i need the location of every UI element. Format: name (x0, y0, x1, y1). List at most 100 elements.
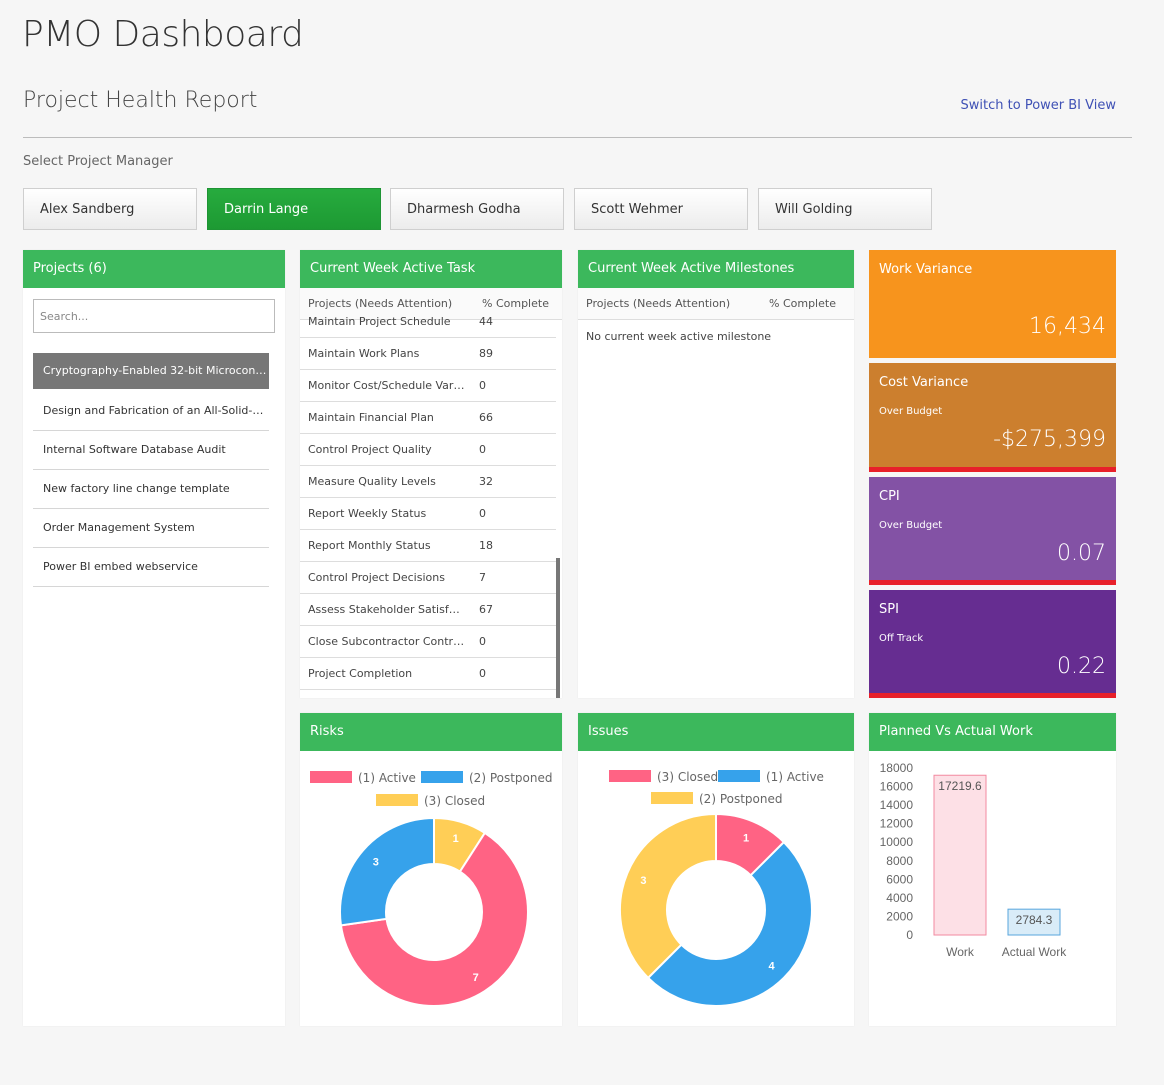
project-item[interactable]: Cryptography-Enabled 32-bit Microcontrol… (33, 353, 269, 389)
y-tick-label: 12000 (880, 817, 914, 831)
page-title: PMO Dashboard (22, 14, 304, 55)
y-tick-label: 18000 (880, 761, 914, 775)
cost-variance-status: Over Budget (879, 406, 943, 417)
donut-slice[interactable] (339, 816, 435, 927)
legend-label: (2) Postponed (699, 792, 783, 806)
legend-label: (2) Postponed (469, 771, 553, 785)
table-row[interactable]: Maintain Work Plans 89 (300, 338, 556, 370)
column-header-name: Projects (Needs Attention) (586, 297, 731, 310)
work-variance-title: Work Variance (879, 262, 973, 277)
legend-swatch (609, 770, 651, 782)
pm-button-will-golding[interactable]: Will Golding (758, 188, 932, 230)
project-item[interactable]: Design and Fabrication of an All-Solid-S… (33, 392, 269, 431)
slice-data-label: 1 (453, 833, 459, 845)
projects-panel-title: Projects (6) (23, 250, 285, 288)
table-row[interactable]: Measure Quality Levels 32 (300, 466, 556, 498)
x-tick-label: Actual Work (1002, 945, 1067, 959)
task-name: Maintain Financial Plan (308, 411, 434, 424)
cpi-status: Over Budget (879, 520, 943, 531)
pm-button-dharmesh-godha[interactable]: Dharmesh Godha (390, 188, 564, 230)
milestones-panel: Current Week Active Milestones Projects … (578, 250, 854, 698)
task-name: Report Monthly Status (308, 539, 431, 552)
milestones-header: Projects (Needs Attention) % Complete (578, 288, 854, 320)
legend-item[interactable]: (1) Active (310, 771, 416, 785)
task-percent-complete: 89 (479, 347, 493, 360)
project-list: Cryptography-Enabled 32-bit Microcontrol… (33, 353, 269, 587)
task-percent-complete: 0 (479, 379, 486, 392)
y-tick-label: 4000 (886, 891, 913, 905)
spi-value: 0.22 (1057, 654, 1106, 679)
legend-swatch (310, 771, 352, 783)
bar[interactable] (933, 774, 987, 936)
table-row[interactable]: Maintain Project Schedule 44 (300, 314, 556, 338)
table-row[interactable]: Report Monthly Status 18 (300, 530, 556, 562)
pm-button-darrin-lange[interactable]: Darrin Lange (207, 188, 381, 230)
table-row[interactable]: Monitor Cost/Schedule Variances 0 (300, 370, 556, 402)
switch-powerbi-link[interactable]: Switch to Power BI View (960, 98, 1116, 113)
donut-slice[interactable] (646, 840, 813, 1007)
project-item[interactable]: Internal Software Database Audit (33, 431, 269, 470)
project-item[interactable]: New factory line change template (33, 470, 269, 509)
slice-data-label: 3 (640, 875, 646, 887)
task-name: Maintain Work Plans (308, 347, 420, 360)
work-variance-tile: Work Variance 16,434 (869, 250, 1116, 358)
legend-label: (1) Active (358, 771, 416, 785)
task-name: Maintain Project Schedule (308, 315, 451, 328)
project-manager-label: Select Project Manager (23, 154, 173, 169)
table-row[interactable]: Control Project Decisions 7 (300, 562, 556, 594)
legend-item[interactable]: (2) Postponed (421, 771, 552, 785)
planned-vs-actual-title: Planned Vs Actual Work (869, 713, 1116, 751)
spi-title: SPI (879, 602, 899, 617)
column-header-percent: % Complete (482, 297, 549, 310)
cost-variance-title: Cost Variance (879, 375, 969, 390)
active-tasks-scrollbar[interactable] (556, 558, 560, 698)
column-header-name: Projects (Needs Attention) (308, 297, 453, 310)
report-title: Project Health Report (23, 88, 258, 113)
task-name: Control Project Quality (308, 443, 432, 456)
table-row[interactable]: Close Subcontractor Contract 0 (300, 626, 556, 658)
active-tasks-header: Projects (Needs Attention) % Complete (300, 288, 562, 320)
project-search-input[interactable] (33, 299, 275, 333)
bar-data-label: 17219.6 (938, 779, 982, 793)
legend-item[interactable]: (3) Closed (376, 794, 485, 808)
task-percent-complete: 32 (479, 475, 493, 488)
task-name: Control Project Decisions (308, 571, 445, 584)
legend-swatch (376, 794, 418, 806)
active-tasks-panel: Current Week Active Task Projects (Needs… (300, 250, 562, 698)
table-row[interactable]: Report Weekly Status 0 (300, 498, 556, 530)
pm-button-alex-sandberg[interactable]: Alex Sandberg (23, 188, 197, 230)
cost-variance-value: -$275,399 (993, 427, 1106, 452)
y-tick-label: 2000 (886, 909, 913, 923)
table-row[interactable]: Assess Stakeholder Satisfaction 67 (300, 594, 556, 626)
slice-data-label: 3 (373, 857, 379, 869)
legend-item[interactable]: (3) Closed (609, 770, 718, 784)
donut-slice[interactable] (339, 831, 529, 1007)
cpi-title: CPI (879, 489, 900, 504)
active-tasks-body[interactable]: Maintain Project Schedule 44 Maintain Work… (300, 314, 562, 698)
table-row[interactable]: Control Project Quality 0 (300, 434, 556, 466)
bar[interactable] (1007, 908, 1061, 936)
milestones-empty-message: No current week active milestone (586, 330, 772, 343)
table-row[interactable]: Project Completion 0 (300, 658, 556, 690)
bar-data-label: 2784.3 (1016, 913, 1053, 927)
y-tick-label: 14000 (880, 798, 914, 812)
task-percent-complete: 44 (479, 315, 493, 328)
header-divider (23, 137, 1132, 138)
x-tick-label: Work (946, 945, 975, 959)
legend-item[interactable]: (1) Active (718, 770, 824, 784)
cpi-value: 0.07 (1057, 541, 1106, 566)
legend-swatch (718, 770, 760, 782)
task-percent-complete: 0 (479, 667, 486, 680)
table-row[interactable]: Maintain Financial Plan 66 (300, 402, 556, 434)
issues-panel: Issues (3) Closed (1) Active (2) Postponed… (578, 713, 854, 1026)
donut-slice[interactable] (619, 812, 717, 980)
task-name: Measure Quality Levels (308, 475, 436, 488)
pm-button-scott-wehmer[interactable]: Scott Wehmer (574, 188, 748, 230)
task-percent-complete: 7 (479, 571, 486, 584)
legend-swatch (421, 771, 463, 783)
task-percent-complete: 67 (479, 603, 493, 616)
task-percent-complete: 18 (479, 539, 493, 552)
project-item[interactable]: Order Management System (33, 509, 269, 548)
project-item[interactable]: Power BI embed webservice (33, 548, 269, 587)
legend-item[interactable]: (2) Postponed (651, 792, 782, 806)
